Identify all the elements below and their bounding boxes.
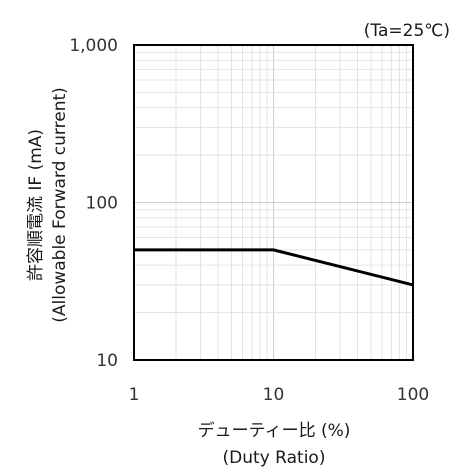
y-axis-label: 許容順電流 IF (mA) (26, 129, 46, 281)
x-tick-label: 10 (263, 385, 285, 405)
x-axis-label: デューティー比 (%) (198, 420, 351, 441)
y-tick-label: 10 (96, 351, 118, 371)
x-tick-label: 1 (129, 385, 140, 405)
condition-label: (Ta=25℃) (364, 21, 450, 41)
x-tick-label: 100 (397, 385, 429, 405)
series (134, 248, 414, 287)
tick-labels: 1 10 100 10 100 1,000 (69, 36, 429, 405)
grid (133, 45, 413, 361)
plot-frame (133, 44, 414, 361)
y-tick-label: 1,000 (69, 36, 118, 56)
x-axis-label-en: (Duty Ratio) (223, 448, 326, 468)
y-tick-label: 100 (86, 194, 118, 214)
series-line (134, 248, 414, 287)
y-axis-label-en: (Allowable Forward current) (50, 87, 70, 323)
